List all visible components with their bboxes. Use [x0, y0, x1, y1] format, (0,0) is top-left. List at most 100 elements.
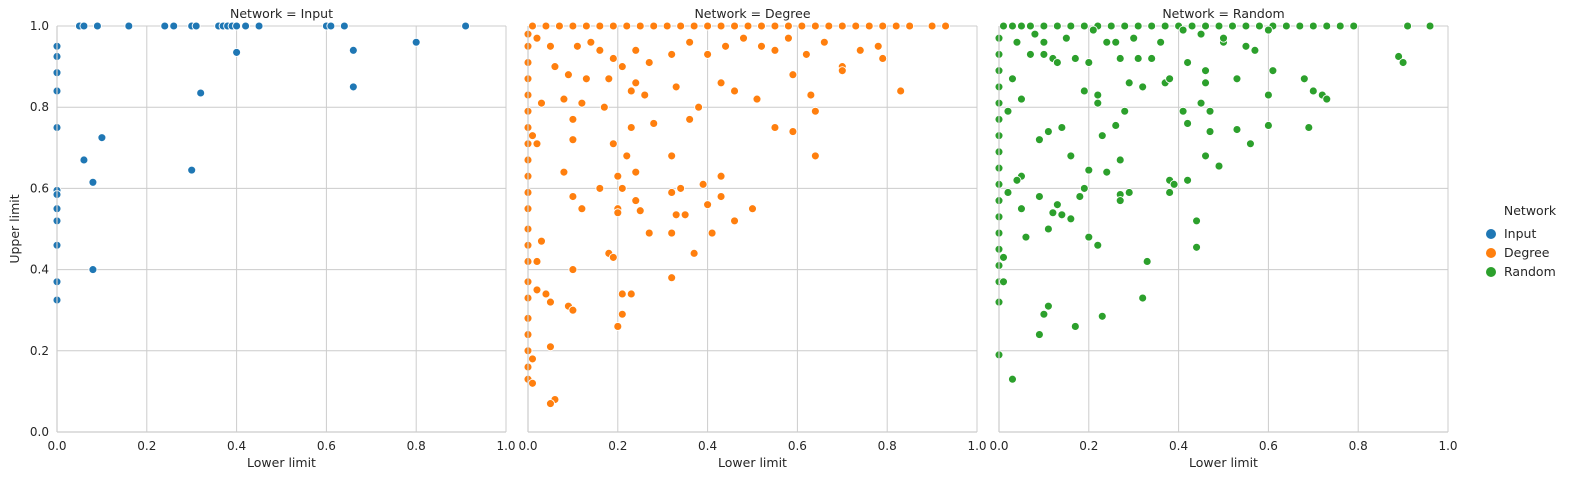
- point-degree: [819, 37, 829, 47]
- point-degree: [626, 289, 636, 299]
- point-degree: [855, 45, 865, 55]
- point-degree: [528, 131, 537, 141]
- point-random: [1120, 21, 1130, 31]
- point-random: [1088, 25, 1098, 35]
- point-degree: [667, 188, 677, 197]
- point-degree: [532, 139, 542, 149]
- point-random: [1147, 21, 1157, 31]
- point-degree: [671, 210, 681, 220]
- point-degree: [626, 123, 636, 132]
- x-tick-label: 0.2: [137, 439, 156, 453]
- x-tick-label: 0.8: [1349, 439, 1368, 453]
- point-degree: [599, 102, 609, 112]
- point-input: [92, 21, 102, 31]
- point-degree: [851, 21, 861, 31]
- point-random: [1034, 330, 1044, 340]
- point-random: [1268, 66, 1278, 76]
- point-random: [1214, 21, 1224, 31]
- point-random: [1308, 86, 1318, 96]
- point-random: [1398, 58, 1408, 67]
- point-random: [1178, 25, 1188, 35]
- point-input: [196, 88, 206, 98]
- point-random: [1008, 374, 1017, 384]
- point-random: [1183, 175, 1193, 185]
- point-random: [1043, 224, 1053, 234]
- point-degree: [617, 289, 627, 299]
- point-random: [1124, 78, 1134, 88]
- point-random: [1299, 74, 1309, 84]
- point-random: [1322, 21, 1332, 31]
- point-random: [1214, 161, 1224, 171]
- point-random: [1201, 21, 1210, 31]
- x-tick-label: 0.0: [989, 439, 1008, 453]
- point-degree: [694, 102, 704, 112]
- facet-title: Network = Input: [230, 6, 333, 21]
- point-random: [1219, 33, 1228, 43]
- point-random: [1205, 127, 1215, 137]
- point-degree: [595, 183, 605, 193]
- point-random: [1178, 106, 1188, 116]
- point-random: [1156, 37, 1166, 47]
- point-degree: [626, 86, 636, 96]
- point-degree: [824, 21, 834, 31]
- point-degree: [644, 58, 654, 67]
- point-degree: [757, 41, 766, 51]
- point-degree: [617, 62, 627, 72]
- point-random: [1425, 21, 1435, 31]
- point-degree: [896, 86, 906, 96]
- point-random: [1142, 257, 1152, 266]
- point-random: [1061, 33, 1071, 43]
- point-degree: [703, 21, 713, 31]
- point-degree: [878, 21, 888, 31]
- point-degree: [801, 49, 811, 59]
- point-degree: [770, 45, 780, 55]
- point-degree: [891, 21, 901, 31]
- point-degree: [698, 179, 708, 189]
- point-degree: [608, 252, 618, 262]
- panel-random: 0.0 0.2 0.4 0.6 0.8 1.0 Lower limit Network = R…: [989, 6, 1457, 470]
- point-random: [1133, 21, 1143, 31]
- x-tick-label: 0.2: [1079, 439, 1098, 453]
- point-degree: [541, 289, 551, 299]
- point-random: [1165, 188, 1175, 197]
- point-degree: [532, 285, 542, 295]
- point-degree: [739, 33, 748, 43]
- point-random: [1008, 21, 1017, 31]
- point-random: [1308, 21, 1318, 31]
- point-degree: [608, 139, 618, 149]
- point-degree: [546, 297, 555, 307]
- point-random: [1183, 118, 1193, 128]
- point-random: [1066, 214, 1076, 224]
- point-degree: [703, 49, 713, 59]
- point-random: [1250, 45, 1260, 55]
- legend: Network Input Degree Random: [1486, 203, 1557, 279]
- point-random: [1084, 232, 1094, 242]
- point-degree: [667, 49, 677, 59]
- point-degree: [810, 151, 820, 161]
- point-degree: [716, 171, 726, 181]
- point-random: [1025, 21, 1035, 31]
- point-degree: [563, 70, 573, 80]
- point-degree: [546, 399, 555, 409]
- point-random: [1057, 123, 1067, 132]
- point-random: [1228, 21, 1237, 31]
- point-degree: [757, 21, 766, 31]
- x-tick-label: 1.0: [967, 439, 986, 453]
- point-degree: [613, 208, 623, 218]
- x-tick-label: 0.0: [518, 439, 537, 453]
- point-random: [1196, 29, 1206, 39]
- point-random: [1138, 293, 1148, 303]
- x-tick-label: 0.6: [1259, 439, 1278, 453]
- point-degree: [927, 21, 937, 31]
- point-degree: [559, 94, 569, 104]
- point-random: [1052, 200, 1062, 210]
- point-degree: [721, 41, 731, 51]
- point-degree: [810, 106, 820, 116]
- point-degree: [631, 78, 641, 88]
- point-random: [1111, 121, 1121, 130]
- point-random: [1084, 165, 1094, 175]
- point-degree: [671, 82, 681, 92]
- point-random: [1012, 37, 1022, 47]
- panel-degree: 0.0 0.2 0.4 0.6 0.8 1.0 Lower limit Network = D…: [518, 6, 986, 470]
